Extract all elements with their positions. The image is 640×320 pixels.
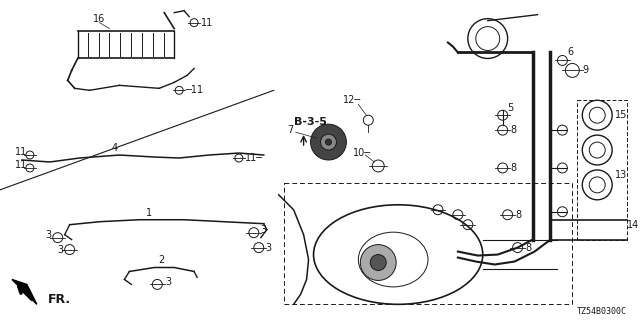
Text: ─11: ─11 [185, 85, 204, 95]
Text: 12─: 12─ [344, 95, 362, 105]
Text: 5: 5 [508, 103, 514, 113]
Text: 8: 8 [511, 163, 516, 173]
Circle shape [321, 134, 337, 150]
Text: 1: 1 [147, 208, 152, 218]
Text: 3: 3 [260, 225, 267, 235]
Text: 13: 13 [615, 170, 627, 180]
Bar [577, 100, 627, 240]
Text: 16: 16 [93, 14, 106, 24]
Text: 11: 11 [15, 147, 27, 157]
Text: 3: 3 [266, 243, 272, 252]
Text: 14: 14 [627, 220, 639, 230]
Circle shape [310, 124, 346, 160]
Text: 7: 7 [287, 125, 294, 135]
Text: 9: 9 [582, 65, 588, 76]
Circle shape [371, 255, 386, 270]
Text: 4: 4 [111, 143, 118, 153]
Text: 3: 3 [46, 230, 52, 240]
Text: 11: 11 [201, 18, 213, 28]
Text: 2: 2 [158, 254, 164, 265]
Polygon shape [12, 279, 37, 304]
Text: TZ54B0300C: TZ54B0300C [577, 307, 627, 316]
Text: 10─: 10─ [353, 148, 371, 158]
Text: FR.: FR. [48, 293, 71, 306]
Circle shape [326, 139, 332, 145]
Text: 3: 3 [165, 277, 172, 287]
Circle shape [360, 244, 396, 280]
Text: 8: 8 [516, 210, 522, 220]
Text: B-3-5: B-3-5 [294, 117, 326, 127]
Text: 8: 8 [511, 125, 516, 135]
Bar [284, 183, 572, 304]
Text: 15: 15 [615, 110, 628, 120]
Text: 8: 8 [525, 243, 532, 252]
Text: 11─: 11─ [245, 153, 263, 163]
Text: 3: 3 [58, 244, 64, 255]
Text: 11: 11 [15, 160, 27, 170]
Text: 6: 6 [568, 47, 573, 58]
